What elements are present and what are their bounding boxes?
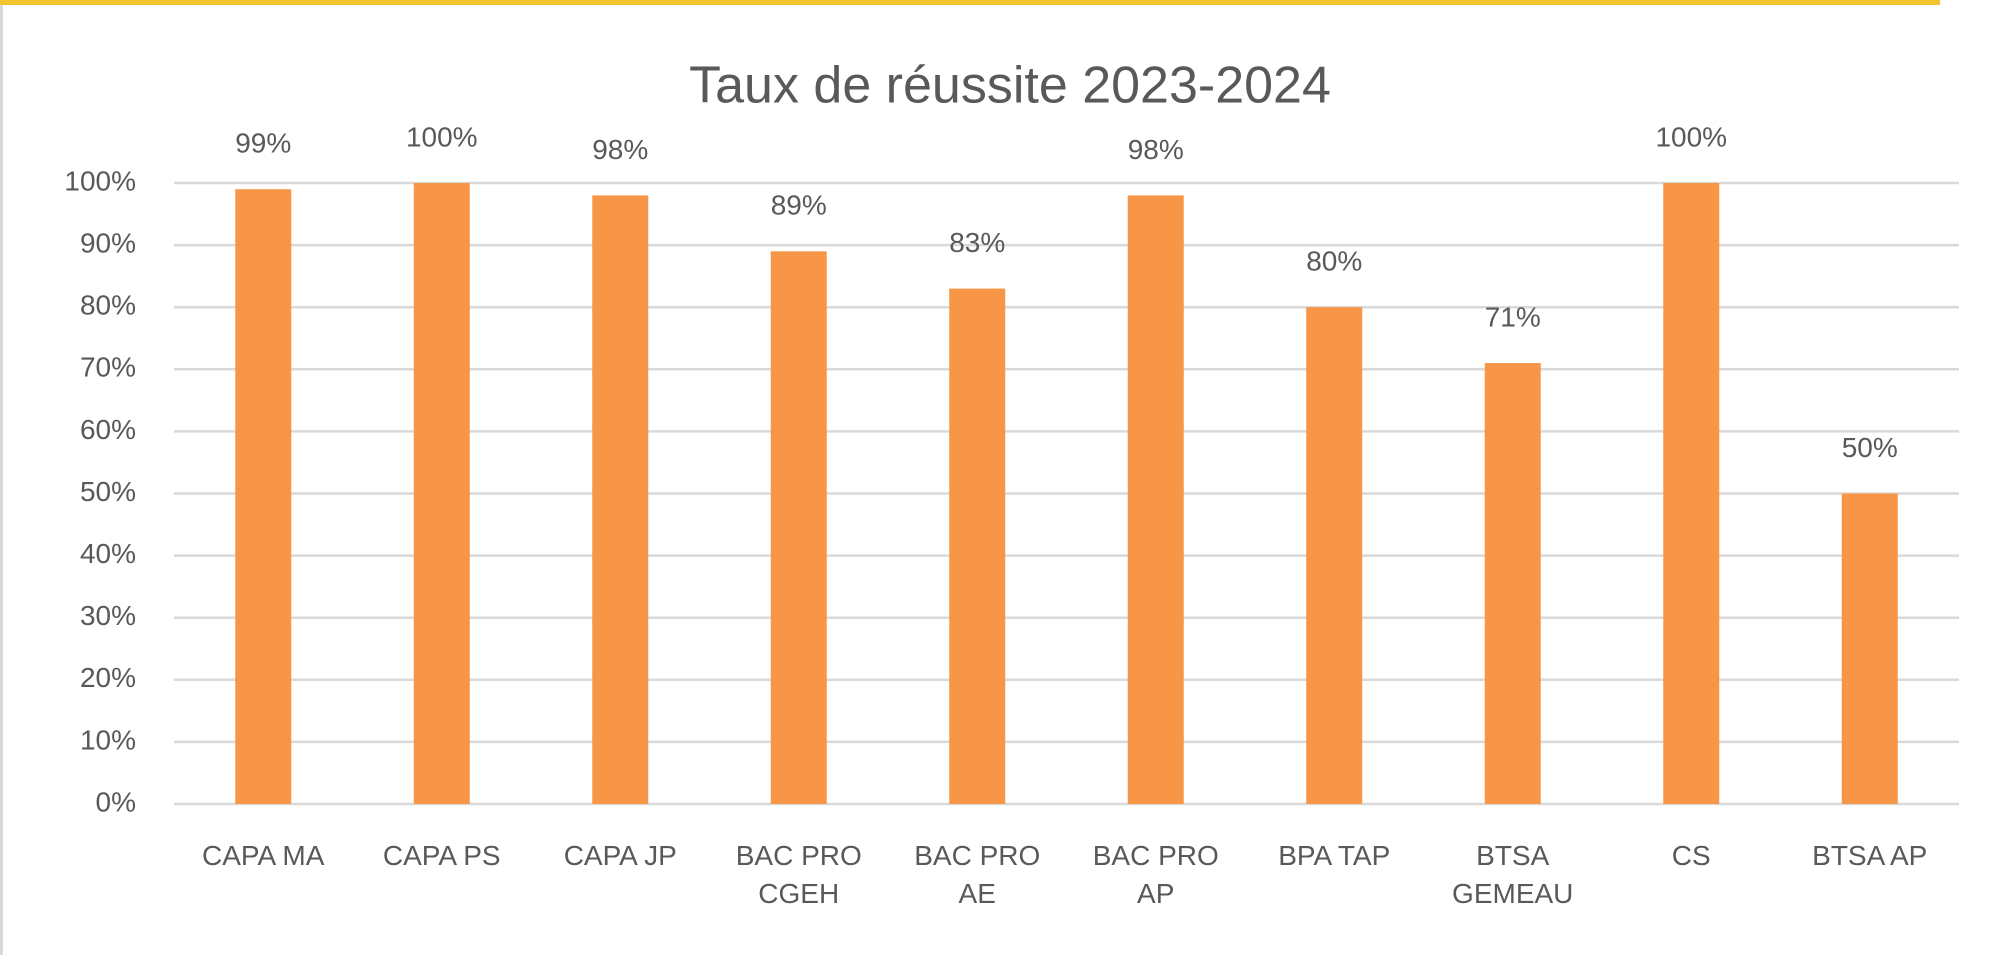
top-border: [0, 0, 1940, 5]
y-tick-label: 90%: [80, 227, 136, 258]
bar: [1663, 183, 1720, 804]
y-tick-label: 50%: [80, 476, 136, 507]
x-tick-label: CAPA PS: [382, 840, 501, 871]
left-border: [0, 5, 3, 955]
bar: [1841, 493, 1898, 804]
y-tick-label: 0%: [96, 786, 136, 817]
data-label: 50%: [1842, 432, 1898, 463]
data-label: 98%: [592, 134, 648, 165]
x-tick-label: BTSA GEMEAU: [1452, 840, 1574, 909]
y-tick-label: 30%: [80, 600, 136, 631]
x-tick-label: BPA TAP: [1278, 840, 1391, 871]
data-label: 99%: [235, 128, 291, 159]
data-label: 83%: [949, 227, 1005, 258]
data-label: 89%: [771, 190, 827, 221]
data-label: 100%: [1655, 121, 1727, 152]
bar: [1127, 195, 1184, 805]
y-tick-label: 20%: [80, 662, 136, 693]
y-tick-label: 100%: [64, 165, 136, 196]
x-tick-label: CAPA JP: [563, 840, 677, 871]
bar: [949, 288, 1006, 804]
bar: [235, 189, 292, 804]
y-tick-label: 80%: [80, 290, 136, 321]
bar: [1484, 363, 1541, 804]
x-tick-label: BAC PRO AE: [914, 840, 1041, 909]
y-tick-label: 40%: [80, 538, 136, 569]
y-tick-label: 10%: [80, 724, 136, 755]
x-tick-label: BAC PRO CGEH: [735, 840, 862, 909]
data-label: 98%: [1128, 134, 1184, 165]
data-label: 80%: [1306, 246, 1362, 277]
data-label: 100%: [406, 121, 478, 152]
x-tick-label: CAPA MA: [202, 840, 325, 871]
y-tick-label: 70%: [80, 352, 136, 383]
chart-title: Taux de réussite 2023-2024: [689, 57, 1331, 115]
bar: [1306, 307, 1363, 804]
y-tick-label: 60%: [80, 414, 136, 445]
x-tick-label: BTSA AP: [1812, 840, 1928, 871]
bar: [592, 195, 649, 805]
x-tick-label: CS: [1671, 840, 1711, 871]
bar: [770, 251, 827, 804]
bar: [413, 183, 470, 804]
data-label: 71%: [1485, 301, 1541, 332]
x-tick-label: BAC PRO AP: [1092, 840, 1219, 909]
